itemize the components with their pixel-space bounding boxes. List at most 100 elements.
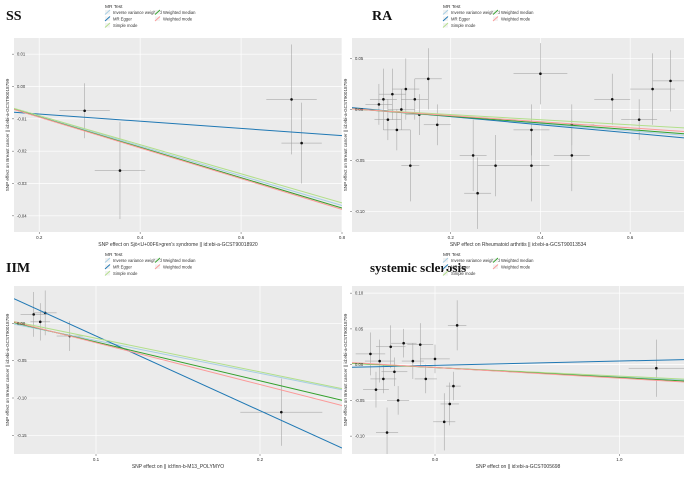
x-axis-label: SNP effect on || id:ebi-a-GCST005698 <box>476 464 561 470</box>
data-point <box>402 341 405 345</box>
data-point <box>83 109 86 113</box>
x-axis-label: SNP effect on Sjö<U+00F6>gren's syndrome… <box>98 242 258 248</box>
legend-label-wmedian: Weighted median <box>163 10 196 15</box>
y-tick-label: 0.00 <box>17 321 26 326</box>
data-point <box>280 410 283 414</box>
legend-title: MR Test <box>443 4 461 10</box>
y-tick-label: -0.04 <box>17 213 27 218</box>
y-tick-label: -0.02 <box>17 149 27 154</box>
gridlines <box>14 38 342 232</box>
legend-swatch-egger <box>104 16 111 22</box>
x-axis-label: SNP effect on || id:finn-b-M13_POLYMYO <box>132 464 224 470</box>
gridlines <box>14 286 342 454</box>
plot-background <box>14 286 342 454</box>
regression-line-wmode <box>352 108 684 133</box>
data-point <box>570 154 574 157</box>
data-point <box>435 123 439 127</box>
legend-label-wmode: Weighted mode <box>163 265 193 270</box>
y-tick-label: -0.05 <box>17 358 27 363</box>
y-tick-label: 0.00 <box>17 84 26 89</box>
legend-swatch-wmedian <box>154 257 161 263</box>
data-point <box>118 169 122 172</box>
data-point <box>396 399 400 402</box>
plot-background <box>352 38 684 232</box>
data-point <box>442 420 446 424</box>
y-axis-label: SNP effect on Breast cancer || id:ebi-a-… <box>5 78 10 191</box>
regression-lines <box>352 359 684 383</box>
data-point <box>530 128 533 132</box>
legend-label-egger: MR Egger <box>113 265 132 270</box>
data-point <box>400 108 403 111</box>
y-axis-label: SNP effect on Breast cancer || id:ebi-a-… <box>5 313 10 426</box>
data-point <box>300 141 303 145</box>
y-tick-label: 0.00 <box>355 362 364 367</box>
legend-title: MR Test <box>443 252 461 258</box>
legend-swatch-wmedian <box>492 257 499 263</box>
legend-label-egger: MR Egger <box>451 17 470 22</box>
legend-swatch-wmedian <box>492 9 499 15</box>
x-tick-label: 0.4 <box>537 235 544 240</box>
x-axis-label: SNP effect on Rheumatoid arthritis || id… <box>450 242 587 248</box>
y-axis-label: SNP effect on Breast cancer || id:ebi-a-… <box>343 313 348 426</box>
legend-swatch-wmode <box>154 16 161 22</box>
data-point <box>539 72 542 76</box>
legend-swatch-wmode <box>154 264 161 270</box>
x-tick-label: 1.0 <box>616 457 623 462</box>
panel-title: SS <box>6 9 22 24</box>
y-tick-label: 0.01 <box>17 52 26 57</box>
legend-swatch-simple <box>442 270 449 276</box>
gridlines <box>352 286 684 454</box>
x-tick-label: 0.2 <box>448 235 455 240</box>
x-tick-label: 0.6 <box>627 235 634 240</box>
data-point <box>655 366 658 370</box>
data-point <box>669 79 672 83</box>
legend-label-ivw: Inverse variance weighted <box>451 10 500 15</box>
regression-line-simple <box>14 107 342 204</box>
legend-label-wmode: Weighted mode <box>501 17 531 22</box>
legend-label-simple: Simple mode <box>113 23 138 28</box>
data-point <box>433 357 437 361</box>
data-point <box>418 343 422 346</box>
data-point <box>452 384 455 388</box>
y-tick-label: -0.05 <box>355 158 365 163</box>
x-tick-label: 0.6 <box>238 235 245 240</box>
regression-lines <box>14 107 342 210</box>
regression-line-egger <box>14 111 342 137</box>
legend-title: MR Test <box>105 4 123 10</box>
data-point <box>382 97 385 101</box>
legend-swatch-egger <box>104 264 111 270</box>
y-axis-label: SNP effect on Breast cancer || id:ebi-a-… <box>343 78 348 191</box>
data-point <box>530 164 533 167</box>
data-point <box>374 388 378 391</box>
y-tick-label: 0.05 <box>355 326 364 331</box>
regression-lines <box>352 107 684 139</box>
y-tick-label: -0.10 <box>17 396 27 401</box>
legend-swatch-simple <box>104 270 111 276</box>
y-tick-label: 0.00 <box>355 107 364 112</box>
data-point <box>38 320 42 324</box>
data-point <box>471 154 475 157</box>
legend-swatch-ivw <box>104 257 111 263</box>
data-point <box>426 77 430 81</box>
data-point <box>455 324 459 327</box>
data-point <box>476 191 479 195</box>
legend-swatch-ivw <box>104 9 111 15</box>
panel-title: systemic sclerosis <box>370 260 466 275</box>
data-point <box>404 87 408 91</box>
x-tick-label: 0.8 <box>339 235 346 240</box>
legend-title: MR Test <box>105 252 123 258</box>
plot-background <box>352 286 684 454</box>
regression-line-egger <box>14 298 342 449</box>
legend-label-wmedian: Weighted median <box>501 10 534 15</box>
data-point <box>382 377 385 381</box>
legend-label-simple: Simple mode <box>451 23 476 28</box>
legend-label-wmode: Weighted mode <box>163 17 193 22</box>
legend-swatch-simple <box>442 22 449 28</box>
